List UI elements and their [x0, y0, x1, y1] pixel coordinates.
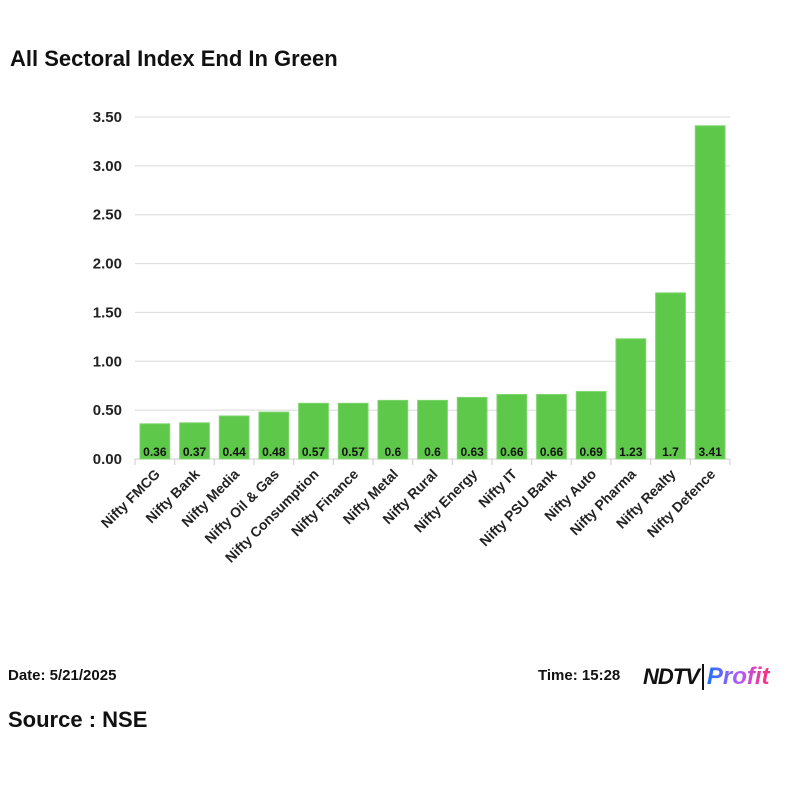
source-label: Source : NSE: [8, 707, 148, 732]
y-tick-label: 3.00: [93, 158, 122, 175]
bar: [179, 422, 210, 460]
bar: [298, 402, 329, 460]
y-tick-label: 2.50: [93, 207, 122, 224]
data-label: 0.66: [500, 445, 524, 459]
chart-title: All Sectoral Index End In Green: [10, 46, 338, 71]
data-label: 3.41: [698, 445, 722, 459]
bar: [258, 411, 290, 460]
y-tick-label: 1.50: [93, 304, 122, 321]
bar: [337, 402, 369, 460]
y-tick-label: 3.50: [93, 109, 122, 126]
y-tick-label: 2.00: [93, 256, 122, 273]
bar: [694, 125, 726, 460]
data-label: 0.63: [460, 445, 484, 459]
bar: [218, 415, 250, 460]
bar: [496, 394, 528, 460]
date-label: Date: 5/21/2025: [8, 667, 117, 684]
data-label: 0.57: [302, 445, 326, 459]
bar: [575, 391, 607, 460]
data-label: 0.48: [262, 445, 286, 459]
bar: [615, 338, 647, 460]
bar: [377, 399, 409, 460]
time-label: Time: 15:28: [538, 667, 621, 684]
y-tick-label: 1.00: [93, 353, 122, 370]
y-tick-label: 0.00: [93, 451, 122, 468]
bar-chart: 0.000.501.001.502.002.503.003.500.36Nift…: [93, 109, 731, 566]
bar: [417, 399, 448, 460]
data-label: 0.57: [341, 445, 365, 459]
data-label: 0.44: [222, 445, 246, 459]
data-label: 0.6: [384, 445, 401, 459]
logo-divider: [701, 664, 704, 690]
data-label: 0.6: [424, 445, 441, 459]
logo-profit: Profit: [706, 663, 770, 690]
data-label: 0.37: [183, 445, 207, 459]
data-label: 0.66: [540, 445, 564, 459]
bar: [139, 423, 171, 460]
logo-ndtv: NDTV: [643, 664, 700, 689]
bar: [536, 394, 567, 460]
data-label: 1.7: [662, 445, 679, 459]
data-label: 1.23: [619, 445, 643, 459]
data-label: 0.36: [143, 445, 167, 459]
y-tick-label: 0.50: [93, 402, 122, 419]
bar: [456, 396, 488, 460]
data-label: 0.69: [579, 445, 603, 459]
bar: [655, 292, 686, 460]
ndtv-profit-logo: NDTV Profit: [643, 663, 770, 691]
